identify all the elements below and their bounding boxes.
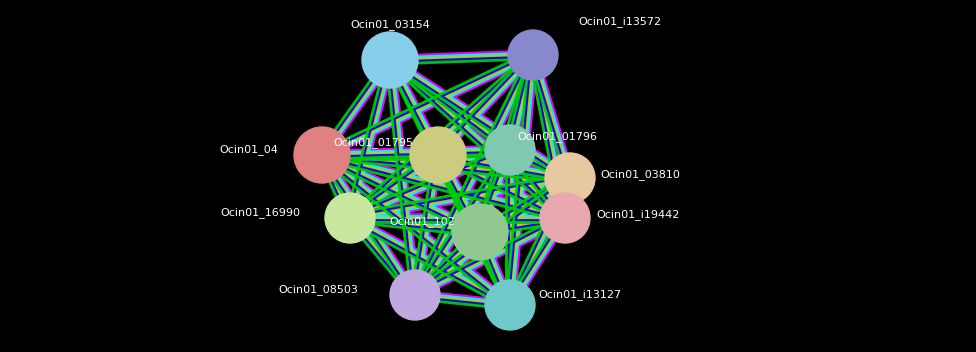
Text: Ocin01_04: Ocin01_04 xyxy=(220,145,278,156)
Circle shape xyxy=(545,153,595,203)
Circle shape xyxy=(390,270,440,320)
Text: Ocin01_08503: Ocin01_08503 xyxy=(278,284,358,295)
Circle shape xyxy=(452,204,508,260)
Text: Ocin01_102: Ocin01_102 xyxy=(389,216,455,227)
Text: Ocin01_03810: Ocin01_03810 xyxy=(600,170,680,181)
Circle shape xyxy=(540,193,590,243)
Circle shape xyxy=(485,125,535,175)
Text: Ocin01_03154: Ocin01_03154 xyxy=(350,20,430,31)
Circle shape xyxy=(362,32,418,88)
Circle shape xyxy=(485,280,535,330)
Circle shape xyxy=(294,127,350,183)
Text: Ocin01_01796: Ocin01_01796 xyxy=(517,132,597,143)
Text: Ocin01_i13127: Ocin01_i13127 xyxy=(538,290,621,301)
Text: Ocin01_i19442: Ocin01_i19442 xyxy=(596,209,679,220)
Text: Ocin01_01795: Ocin01_01795 xyxy=(333,138,413,149)
Circle shape xyxy=(325,193,375,243)
Text: Ocin01_i13572: Ocin01_i13572 xyxy=(578,17,661,27)
Circle shape xyxy=(508,30,558,80)
Text: Ocin01_16990: Ocin01_16990 xyxy=(220,208,300,219)
Circle shape xyxy=(410,127,466,183)
